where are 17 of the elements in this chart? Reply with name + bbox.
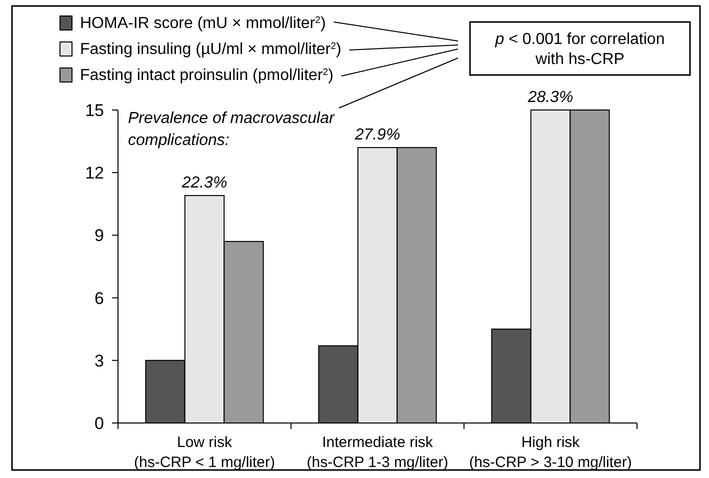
legend-label: HOMA-IR score (mU × mmol/liter$^{2}$) [80,14,326,32]
y-tick-label: 6 [94,288,104,308]
annotation: Prevalence of macrovascular complications: [128,110,335,149]
text: p < 0.001 for correlation with hs-CRP [494,31,665,68]
x-tick-label: Intermediate risk (hs-CRP 1-3 mg/liter) [306,434,448,471]
y-tick-label: 9 [94,226,104,246]
legend-label: Fasting insuling (µU/ml × mmol/liter$^{2}$) [80,40,342,58]
x-tick-label: Low risk (hs-CRP < 1 mg/liter) [134,434,276,471]
y-tick-label: 12 [85,164,104,183]
x-tick-label: High risk (hs-CRP > 3-10 mg/liter) [469,434,632,471]
legend-label: Fasting intact proinsulin (pmol/liter$^{2}$) [80,66,334,84]
annotation: 28.3% [526,89,574,106]
y-tick-label: 0 [94,414,104,433]
y-tick-label: 15 [85,100,104,120]
annotation: 27.9% [354,126,400,144]
y-tick-label: 3 [94,351,104,370]
annotation: 22.3% [180,174,228,192]
